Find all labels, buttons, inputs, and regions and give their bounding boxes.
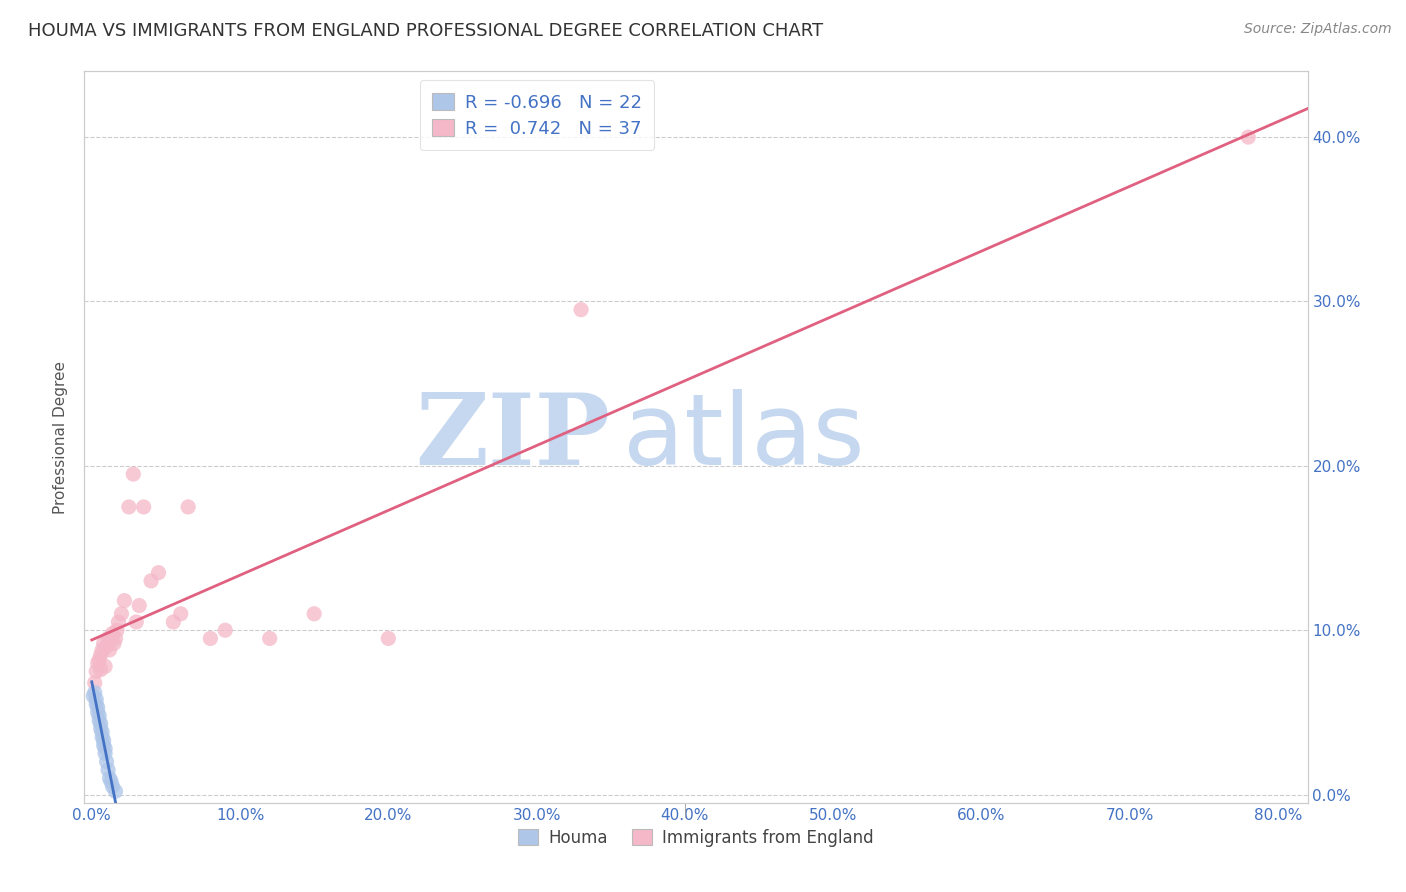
Point [101, 780, 124, 794]
Point [84, 697, 107, 711]
Point [93, 733, 115, 747]
Point [302, 607, 325, 621]
Point [93, 636, 115, 650]
Point [98, 643, 121, 657]
Point [96, 755, 118, 769]
Point [84, 665, 107, 679]
Point [83, 675, 105, 690]
Point [90, 648, 112, 662]
Point [100, 774, 122, 789]
Point [94, 659, 117, 673]
Point [162, 615, 184, 629]
Point [103, 636, 125, 650]
Point [377, 632, 399, 646]
Point [148, 566, 170, 580]
Y-axis label: Professional Degree: Professional Degree [53, 360, 69, 514]
Point [93, 739, 115, 753]
Text: atlas: atlas [623, 389, 865, 485]
Point [83, 686, 105, 700]
Point [86, 700, 108, 714]
Point [97, 632, 120, 646]
Point [569, 302, 592, 317]
Point [177, 500, 200, 514]
Point [98, 771, 121, 785]
Point [86, 656, 108, 670]
Point [1237, 130, 1260, 145]
Point [104, 632, 127, 646]
Point [139, 574, 162, 588]
Point [94, 747, 117, 761]
Point [84, 692, 107, 706]
Point [125, 615, 148, 629]
Point [100, 632, 122, 646]
Point [170, 607, 193, 621]
Text: Source: ZipAtlas.com: Source: ZipAtlas.com [1244, 22, 1392, 37]
Point [214, 624, 236, 638]
Point [259, 632, 281, 646]
Point [128, 599, 150, 613]
Point [86, 706, 108, 720]
Point [91, 730, 114, 744]
Text: ZIP: ZIP [415, 389, 610, 485]
Point [90, 663, 112, 677]
Point [122, 467, 145, 481]
Point [97, 763, 120, 777]
Point [94, 741, 117, 756]
Point [105, 624, 128, 638]
Point [91, 725, 114, 739]
Point [200, 632, 222, 646]
Point [82, 689, 104, 703]
Point [118, 500, 141, 514]
Point [89, 714, 111, 728]
Point [89, 708, 111, 723]
Point [90, 717, 112, 731]
Point [90, 722, 112, 736]
Point [104, 784, 127, 798]
Point [110, 607, 132, 621]
Point [107, 615, 129, 629]
Text: HOUMA VS IMMIGRANTS FROM ENGLAND PROFESSIONAL DEGREE CORRELATION CHART: HOUMA VS IMMIGRANTS FROM ENGLAND PROFESS… [28, 22, 824, 40]
Point [112, 593, 135, 607]
Legend: Houma, Immigrants from England: Houma, Immigrants from England [508, 819, 884, 856]
Point [89, 653, 111, 667]
Point [132, 500, 155, 514]
Point [91, 643, 114, 657]
Point [101, 626, 124, 640]
Point [96, 640, 118, 654]
